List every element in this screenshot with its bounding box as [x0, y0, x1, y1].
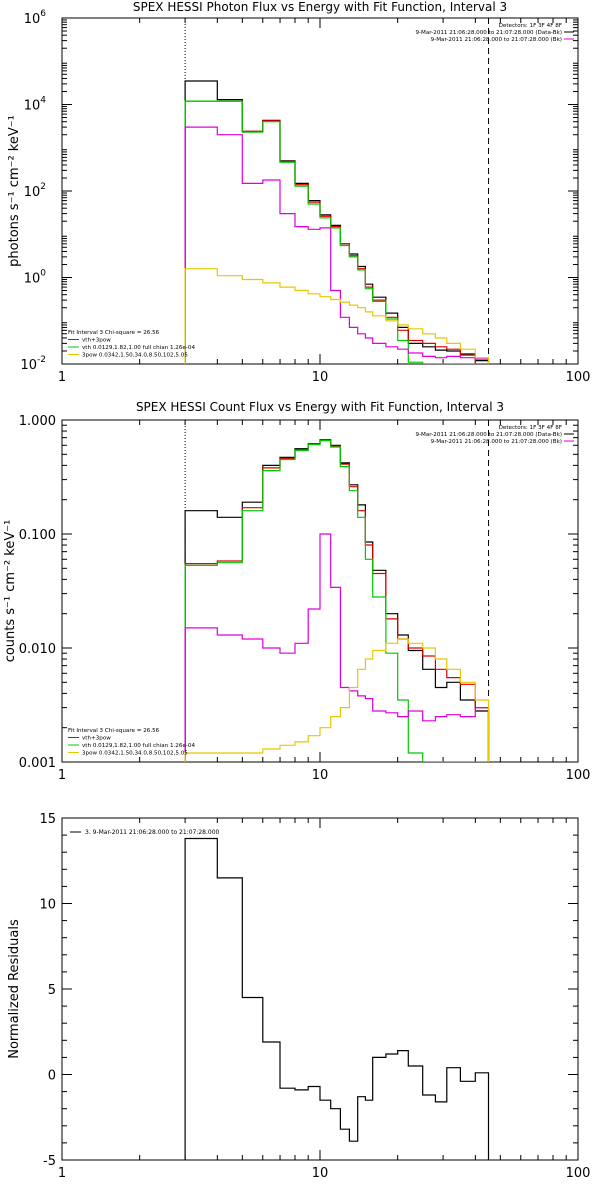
legend-bottom-entry: Fit Interval 3 Chi-square = 26.56	[68, 330, 160, 336]
x-tick-label: 10	[312, 370, 329, 385]
x-tick-label: 10	[312, 768, 329, 783]
legend-entry: 3. 9-Mar-2011 21:06:28.000 to 21:07:28.0…	[85, 829, 220, 836]
y-tick-label: 106	[24, 9, 47, 27]
panel-count-flux: SPEX HESSI Count Flux vs Energy with Fit…	[3, 400, 590, 783]
legend-bottom-entry: vth+3pow	[82, 736, 111, 742]
panel-photon-flux: SPEX HESSI Photon Flux vs Energy with Fi…	[7, 0, 590, 385]
legend-bottom-entry: vth 0.0129,1.82,1.00 full chian 1.26e-04	[82, 345, 195, 351]
y-tick-exponent: -2	[37, 355, 46, 365]
plot-frame	[61, 17, 579, 365]
legend-bottom-entry: vth+3pow	[82, 338, 111, 344]
y-tick-label: 1.000	[19, 414, 56, 429]
legend-top-entry: 9-Mar-2011 21:06:28.000 to 21:07:28.000 …	[431, 37, 562, 43]
y-tick-label: 102	[24, 182, 46, 200]
y-tick-label: 5	[48, 983, 56, 998]
series-line-2	[184, 100, 489, 364]
series-line-1	[184, 440, 490, 762]
plot-frame	[61, 817, 579, 1161]
y-tick-label: 0	[48, 1069, 56, 1084]
legend-top-entry: 9-Mar-2011 21:06:28.000 to 21:07:28.000 …	[415, 432, 562, 438]
legend-top-entry: 9-Mar-2011 21:06:28.000 to 21:07:28.000 …	[415, 30, 562, 36]
x-tick-label: 1	[58, 370, 66, 385]
y-axis-label: counts s⁻¹ cm⁻² keV⁻¹	[3, 520, 18, 663]
y-tick-label: 104	[24, 96, 47, 114]
series-line-3	[184, 533, 490, 762]
series-line-0	[184, 80, 490, 364]
y-tick-exponent: 0	[40, 269, 46, 279]
y-tick-exponent: 4	[40, 96, 46, 106]
y-tick-exponent: 2	[40, 182, 46, 192]
series-line-0	[184, 439, 490, 762]
x-tick-label: 100	[566, 370, 591, 385]
chart-title: SPEX HESSI Photon Flux vs Energy with Fi…	[133, 0, 507, 14]
series-line-0	[184, 837, 490, 1160]
x-tick-label: 10	[312, 1166, 329, 1181]
legend-top-entry: Detectors: 1F 3F 4F 8F	[499, 425, 562, 431]
chart-title: SPEX HESSI Count Flux vs Energy with Fit…	[136, 400, 504, 414]
series-group	[184, 837, 490, 1160]
series-line-3	[184, 126, 490, 364]
y-tick-label: 0.010	[19, 642, 56, 657]
series-line-4	[184, 638, 490, 762]
y-tick-label: 15	[39, 812, 56, 827]
panel-residuals: Normalized Residuals 3. 9-Mar-2011 21:06…	[7, 812, 590, 1181]
legend-top-entry: Detectors: 1F 3F 4F 8F	[499, 23, 562, 29]
x-tick-label: 1	[58, 768, 66, 783]
legend-top-entry: 9-Mar-2011 21:06:28.000 to 21:07:28.000 …	[431, 439, 562, 445]
y-tick-label: 10-2	[20, 355, 46, 373]
series-line-2	[184, 440, 489, 762]
y-tick-label: 100	[24, 269, 47, 287]
series-group	[184, 80, 490, 364]
y-tick-label: 10	[39, 898, 56, 913]
x-tick-label: 100	[566, 1166, 591, 1181]
legend-bottom-entry: 3pow 0.0342,1.50,34.0,8.50,102,5.05	[82, 751, 188, 757]
series-line-1	[184, 100, 489, 364]
legend-bottom-entry: Fit Interval 3 Chi-square = 26.56	[68, 728, 160, 734]
y-tick-label: -5	[43, 1154, 56, 1169]
y-tick-label: 0.100	[19, 528, 56, 543]
y-tick-exponent: 6	[40, 9, 46, 19]
y-axis-label: Normalized Residuals	[7, 919, 22, 1059]
y-tick-label: 0.001	[19, 756, 56, 771]
legend-bottom-entry: vth 0.0129,1.82,1.00 full chian 1.26e-04	[82, 743, 195, 749]
series-group	[184, 439, 490, 762]
legend-bottom-entry: 3pow 0.0342,1.50,34.0,8.50,102,5.05	[82, 353, 188, 359]
x-tick-label: 100	[566, 768, 591, 783]
series-line-4	[184, 268, 490, 364]
x-tick-label: 1	[58, 1166, 66, 1181]
y-axis-label: photons s⁻¹ cm⁻² keV⁻¹	[7, 115, 22, 267]
